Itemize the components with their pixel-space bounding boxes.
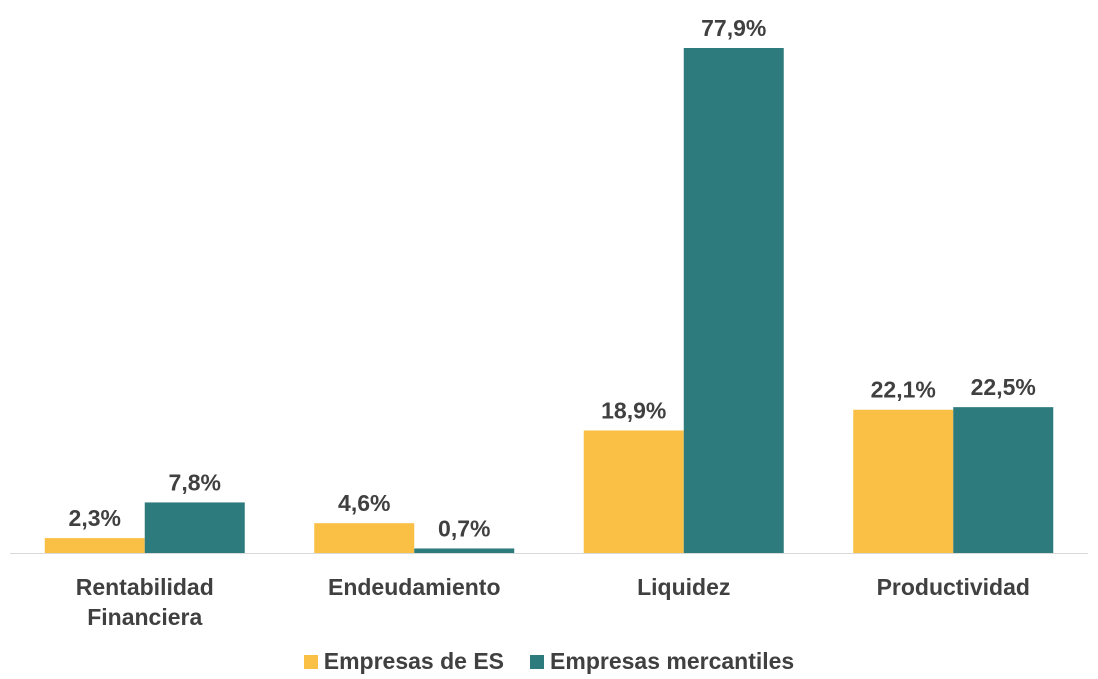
data-label: 77,9% [701,15,766,41]
bar [144,502,245,553]
bar [314,523,415,553]
data-label: 0,7% [438,515,490,541]
legend-item: Empresas mercantiles [530,648,794,675]
data-label: 22,1% [871,377,936,403]
bar [44,538,145,553]
x-tick-label: Rentabilidad Financiera [75,574,214,630]
bar [683,48,784,553]
legend-swatch [303,654,318,669]
data-label: 18,9% [601,397,666,423]
bar [953,407,1054,553]
bar [853,409,954,553]
x-tick-label: Productividad [876,574,1030,600]
legend-label: Empresas mercantiles [550,648,795,674]
legend: Empresas de ES Empresas mercantiles [0,648,1098,675]
data-label: 4,6% [338,490,390,516]
data-label: 22,5% [971,374,1036,400]
legend-item: Empresas de ES [303,648,505,675]
x-tick-label: Liquidez [637,574,731,600]
bar [414,548,515,553]
legend-label: Empresas de ES [323,648,505,674]
data-label: 7,8% [169,469,221,495]
legend-swatch [530,654,545,669]
x-tick-label: Endeudamiento [327,574,501,600]
data-label: 2,3% [69,505,121,531]
bar [583,430,684,553]
